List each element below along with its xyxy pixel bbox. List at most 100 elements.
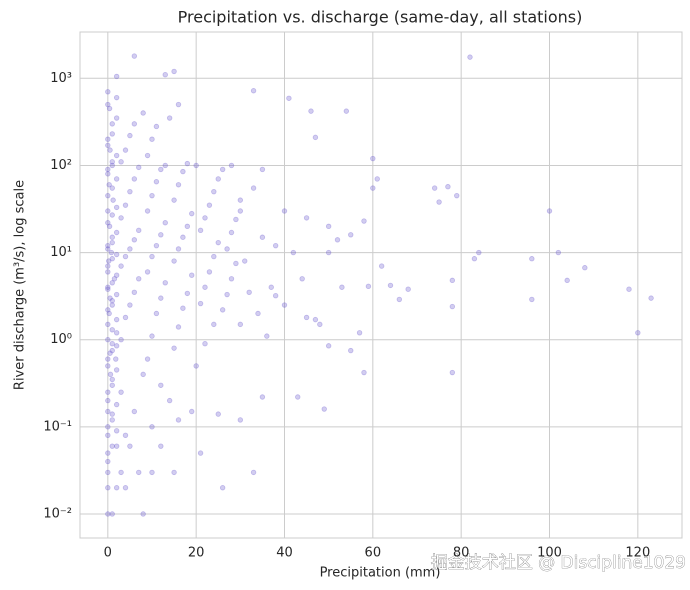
- point: [105, 284, 111, 290]
- point: [106, 105, 113, 112]
- point: [529, 256, 535, 262]
- point: [180, 168, 186, 175]
- point: [648, 295, 654, 301]
- point: [635, 330, 641, 336]
- point: [144, 208, 151, 214]
- point: [109, 302, 115, 308]
- point: [106, 310, 112, 317]
- point: [113, 152, 120, 159]
- point: [131, 237, 138, 243]
- point: [202, 215, 208, 221]
- point: [113, 115, 120, 121]
- point: [122, 147, 129, 153]
- point: [105, 356, 111, 362]
- point: [246, 289, 252, 296]
- point: [197, 450, 204, 456]
- point: [370, 155, 376, 162]
- point: [113, 356, 119, 362]
- point: [180, 234, 186, 240]
- point: [109, 411, 115, 417]
- point: [131, 289, 138, 296]
- point: [105, 220, 111, 226]
- point: [184, 160, 191, 167]
- point: [105, 458, 111, 465]
- point: [237, 208, 244, 214]
- point: [113, 343, 120, 349]
- point: [105, 389, 111, 395]
- point: [158, 232, 164, 238]
- point: [197, 227, 204, 234]
- point: [436, 199, 442, 205]
- point: [189, 272, 195, 278]
- point: [140, 110, 146, 116]
- point: [127, 443, 133, 449]
- point: [224, 291, 230, 298]
- point: [162, 280, 168, 286]
- point: [113, 291, 120, 298]
- point: [122, 485, 129, 491]
- point: [144, 269, 151, 275]
- point: [113, 73, 120, 80]
- point: [348, 347, 354, 354]
- point: [109, 417, 115, 423]
- point: [445, 184, 451, 190]
- point: [109, 212, 115, 218]
- point: [564, 277, 570, 284]
- point: [105, 242, 111, 249]
- point: [202, 340, 208, 347]
- point: [108, 249, 115, 256]
- plot-area: [79, 31, 683, 539]
- point: [109, 443, 115, 449]
- point: [109, 234, 115, 240]
- point: [122, 202, 129, 208]
- point: [365, 283, 372, 290]
- point: [105, 246, 111, 252]
- x-tick-label: 0: [104, 546, 112, 561]
- point: [449, 303, 456, 310]
- point: [171, 345, 177, 351]
- point: [105, 89, 111, 95]
- point: [131, 53, 138, 59]
- point: [131, 176, 138, 182]
- point: [228, 162, 235, 169]
- point: [105, 511, 111, 517]
- point: [107, 371, 114, 378]
- point: [127, 302, 133, 308]
- point: [405, 286, 411, 292]
- point: [162, 162, 168, 169]
- point: [250, 185, 257, 191]
- point: [237, 197, 244, 203]
- y-tick-label: 10²: [50, 158, 72, 173]
- x-tick-label: 120: [625, 546, 650, 561]
- point: [555, 249, 562, 256]
- point: [105, 171, 111, 177]
- point: [105, 408, 111, 415]
- point: [348, 232, 354, 238]
- point: [153, 310, 160, 317]
- point: [582, 265, 588, 271]
- point: [109, 131, 115, 137]
- point: [105, 166, 111, 173]
- point: [299, 276, 305, 282]
- point: [105, 192, 111, 199]
- point: [197, 300, 204, 307]
- point: [109, 121, 115, 127]
- point: [149, 253, 155, 260]
- point: [140, 371, 146, 378]
- point: [153, 123, 160, 130]
- point: [219, 307, 226, 313]
- point: [175, 182, 182, 188]
- point: [396, 296, 403, 303]
- point: [109, 239, 115, 246]
- point: [343, 108, 350, 114]
- point: [228, 229, 235, 236]
- point: [105, 363, 111, 369]
- point: [113, 251, 120, 258]
- point: [105, 136, 111, 142]
- point: [281, 302, 288, 308]
- point: [171, 197, 177, 203]
- point: [286, 95, 292, 101]
- point: [290, 249, 297, 256]
- point: [180, 305, 186, 311]
